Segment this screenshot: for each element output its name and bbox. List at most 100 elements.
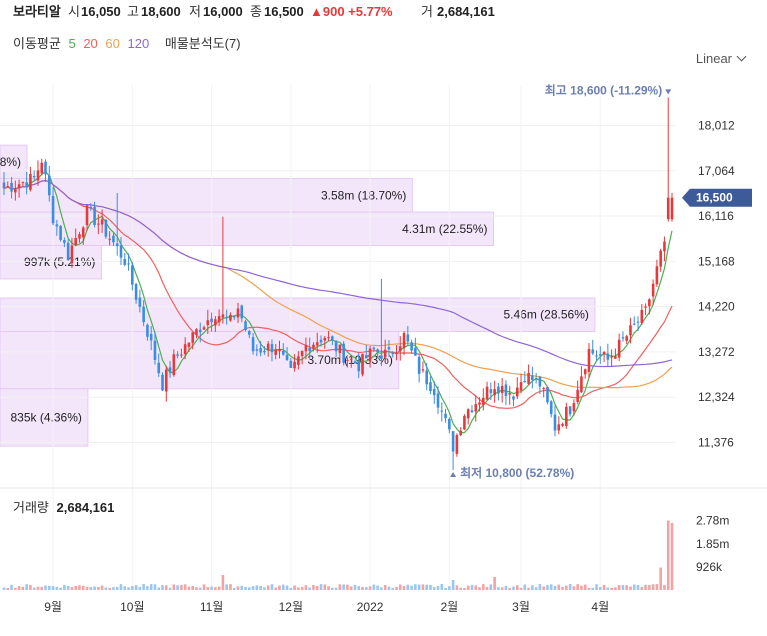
candle-body: [466, 409, 470, 419]
volume-bar: [572, 586, 576, 590]
volume-bar: [561, 586, 564, 590]
volume-bar: [100, 585, 104, 590]
volume-bar: [138, 586, 142, 590]
candle-body: [478, 402, 481, 405]
volume-bar: [25, 584, 28, 590]
candle-body: [334, 341, 338, 352]
ma-5-line: [3, 170, 673, 434]
candle-body: [451, 431, 455, 452]
candle-body: [131, 265, 134, 285]
candle-body: [436, 393, 440, 408]
candle-body: [481, 397, 485, 405]
candle-body: [97, 223, 100, 225]
volume-bar: [670, 522, 674, 590]
price-tick-label: 14,220: [698, 300, 735, 314]
volume-bar: [553, 585, 557, 590]
candle-body: [331, 336, 334, 341]
candle-body: [361, 353, 364, 375]
scale-mode-dropdown[interactable]: Linear: [696, 51, 747, 66]
candle-body: [21, 182, 25, 184]
price-tick-label: 11,376: [698, 435, 734, 449]
candle-body: [183, 344, 187, 355]
volume-bar: [334, 587, 338, 590]
low-label: 저: [189, 4, 201, 19]
time-tick-label: 2022: [357, 600, 384, 614]
candle-body: [149, 333, 153, 341]
volume-tick-label: 2.78m: [696, 514, 729, 528]
candle-body: [248, 331, 251, 335]
volume-bar: [210, 586, 213, 590]
volume-bar: [440, 584, 444, 590]
candle-body: [383, 349, 387, 358]
candle-body: [549, 401, 553, 415]
volume-bar: [481, 584, 485, 590]
moving-average-legend[interactable]: 이동평균 5 20 60 120 매물분석도(7): [13, 33, 245, 52]
candle-body: [29, 174, 32, 190]
volume-bar: [240, 585, 244, 590]
candle-body: [14, 188, 17, 193]
volume-bar: [81, 585, 85, 590]
candle-body: [666, 197, 670, 220]
candle-body: [251, 337, 255, 352]
candle-body: [134, 284, 138, 300]
volume-profile-bar: [0, 244, 102, 280]
candle-body: [115, 243, 119, 247]
volume-bar: [176, 585, 179, 590]
volume-bar: [312, 585, 315, 590]
candle-body: [580, 376, 583, 393]
candle-body: [191, 332, 195, 343]
candle-body: [357, 361, 361, 372]
volume-bar: [51, 586, 55, 590]
volume-axis: 926k 1.85m 2.78m: [696, 514, 729, 574]
candle-body: [93, 206, 96, 226]
volume-bar: [285, 585, 289, 590]
volume-value: 2,684,161: [437, 4, 495, 19]
volume-bar: [478, 587, 481, 590]
candle-body: [417, 356, 421, 374]
open-price: 16,050: [81, 4, 121, 19]
candle-body: [70, 245, 74, 264]
candle-body: [176, 354, 179, 356]
volume-profile-label: 245k (1.28%): [0, 155, 21, 169]
volume-bar: [161, 585, 164, 590]
volume-bar: [164, 585, 168, 590]
volume-bar: [565, 585, 568, 590]
volume-bar: [629, 586, 632, 590]
candle-body: [398, 346, 402, 352]
candle-body: [187, 342, 191, 347]
candle-body: [206, 320, 210, 326]
candle-body: [338, 344, 342, 354]
volume-bar: [191, 585, 195, 590]
volume-bar: [523, 584, 527, 590]
volume-bar: [89, 587, 93, 590]
volume-label: 거: [421, 4, 433, 19]
volume-bar: [538, 584, 542, 590]
volume-bar: [146, 586, 149, 590]
volume-bar: [361, 587, 364, 590]
volume-bar: [368, 586, 372, 590]
volume-bar: [485, 587, 489, 590]
candle-body: [127, 263, 130, 265]
candle-body: [85, 205, 89, 226]
candle-body: [515, 387, 519, 397]
ma-legend-title: 이동평균: [13, 36, 61, 51]
volume-bar: [531, 585, 534, 590]
volume-bar: [595, 584, 598, 590]
candle-body: [89, 206, 93, 209]
candle-body: [66, 242, 70, 261]
candle-body: [561, 423, 564, 426]
volume-bar: [455, 585, 459, 590]
volume-bar: [406, 584, 410, 590]
volume-bar: [342, 584, 345, 590]
candle-body: [632, 323, 636, 325]
volume-bar: [349, 586, 353, 590]
current-price-label: 16,500: [696, 191, 733, 205]
candle-body: [59, 225, 62, 240]
volume-bar: [489, 584, 493, 590]
candle-body: [414, 347, 417, 356]
candle-body: [100, 219, 104, 225]
change-value: ▲900 +5.77%: [310, 4, 393, 19]
volume-profile-label: 4.31m (22.55%): [402, 222, 487, 236]
candle-body: [108, 238, 111, 240]
